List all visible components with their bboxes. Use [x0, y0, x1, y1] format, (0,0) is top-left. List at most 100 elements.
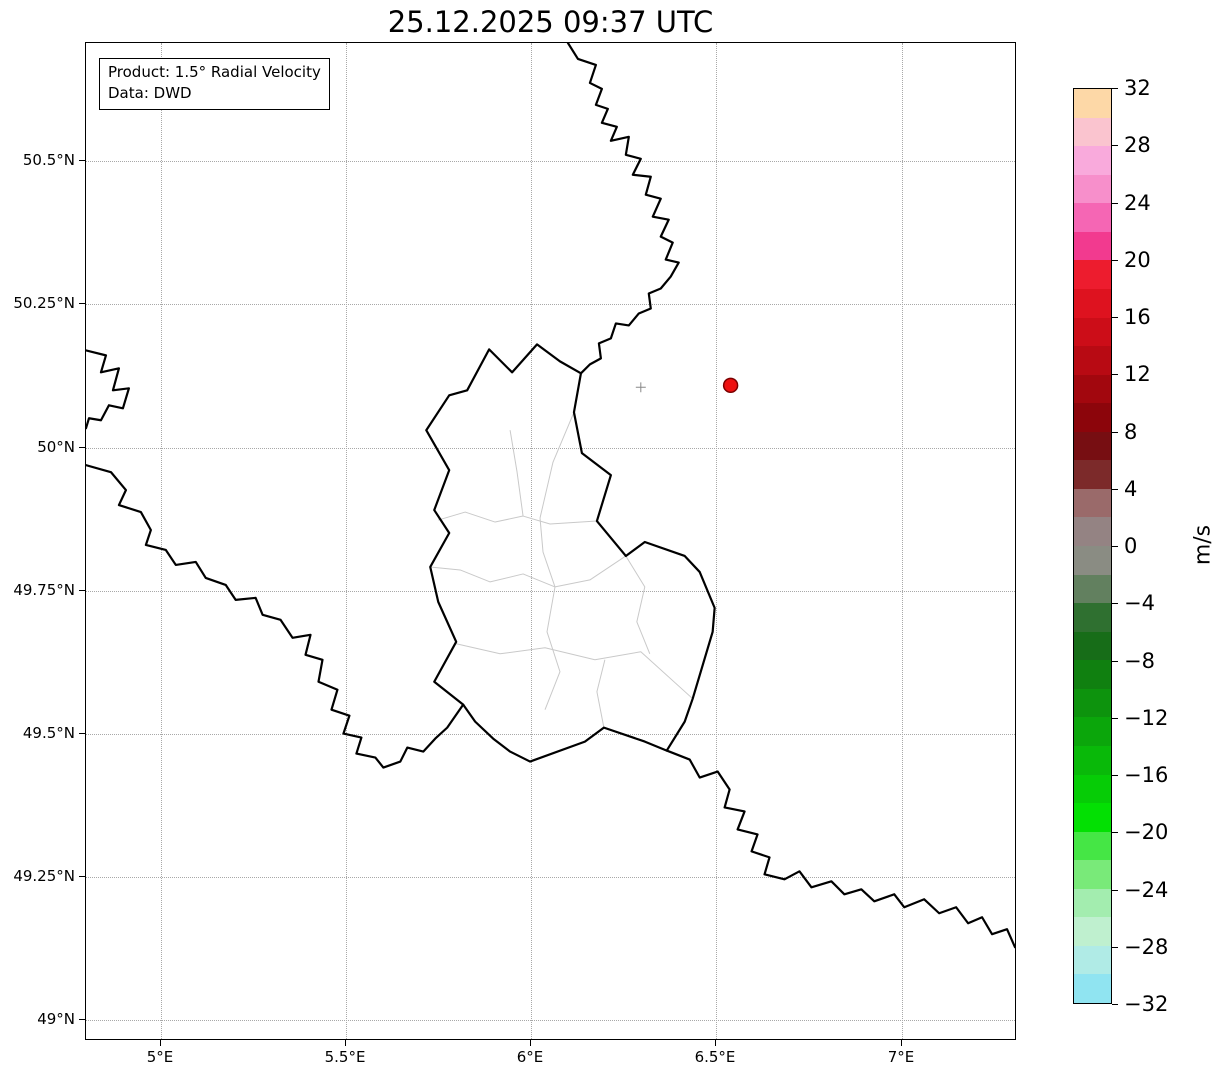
colorbar-tick-mark	[1112, 145, 1118, 147]
gridline-vertical	[531, 43, 533, 1039]
colorbar-segment	[1074, 403, 1111, 432]
y-tick-mark	[79, 590, 85, 591]
colorbar-segment	[1074, 603, 1111, 632]
site-cross-marker	[635, 382, 646, 393]
national-borders	[86, 43, 1015, 949]
colorbar-segment	[1074, 831, 1111, 861]
colorbar-tick-label: −8	[1124, 648, 1155, 673]
border-belgium-france	[86, 464, 465, 769]
colorbar-segment	[1074, 888, 1111, 918]
y-tick-label: 49°N	[37, 1010, 75, 1029]
annotation-source-line: Data: DWD	[108, 84, 192, 102]
colorbar-tick-mark	[1112, 603, 1118, 605]
gridline-horizontal	[86, 1020, 1015, 1022]
colorbar-segment	[1074, 260, 1111, 289]
colorbar-tick-mark	[1112, 660, 1118, 662]
x-tick-label: 7°E	[887, 1048, 915, 1066]
x-tick-mark	[901, 1040, 903, 1046]
y-tick-label: 49.25°N	[13, 867, 75, 886]
colorbar-segment	[1074, 460, 1111, 489]
colorbar-tick-label: −32	[1124, 992, 1169, 1016]
y-tick-label: 50.25°N	[13, 294, 75, 313]
colorbar-tick-mark	[1112, 317, 1118, 318]
colorbar-tick-mark	[1112, 717, 1118, 719]
colorbar-tick-label: 20	[1124, 247, 1151, 272]
gridline-horizontal	[86, 304, 1015, 306]
x-tick-mark	[345, 1040, 347, 1046]
colorbar-segment	[1074, 574, 1111, 604]
gridline-horizontal	[86, 591, 1015, 592]
gridlines	[86, 43, 1015, 1039]
y-axis-ticks: 50.5°N 50.25°N 50°N 49.75°N 49.5°N 49.25°N 49°…	[0, 42, 85, 1040]
colorbar-tick-label: 28	[1124, 133, 1151, 158]
colorbar-segment	[1074, 374, 1111, 404]
colorbar-tick-label: −4	[1124, 591, 1155, 616]
colorbar-segment	[1074, 431, 1111, 461]
map-plot-area: Product: 1.5° Radial Velocity Data: DWD	[85, 42, 1016, 1040]
colorbar-tick-label: 4	[1124, 476, 1138, 501]
y-tick-label: 50.5°N	[22, 150, 75, 169]
y-tick-mark	[79, 876, 85, 878]
colorbar-segment	[1074, 317, 1111, 347]
colorbar-tick-mark	[1112, 88, 1118, 89]
border-luxembourg	[425, 343, 716, 763]
y-tick-mark	[79, 446, 85, 448]
y-tick-mark	[79, 1019, 85, 1021]
colorbar-tick-label: 16	[1124, 305, 1151, 329]
colorbar-segment	[1074, 346, 1111, 375]
colorbar-tick-mark	[1112, 546, 1118, 547]
colorbar-segment	[1074, 803, 1111, 832]
annotation-product-line: Product: 1.5° Radial Velocity	[108, 63, 321, 81]
colorbar-tick-mark	[1112, 431, 1118, 433]
y-tick-mark	[79, 159, 85, 161]
colorbar-tick-label: 0	[1124, 534, 1138, 558]
x-tick-label: 6°E	[516, 1048, 544, 1066]
gridline-vertical	[346, 43, 348, 1039]
product-annotation-box: Product: 1.5° Radial Velocity Data: DWD	[99, 58, 330, 110]
colorbar-segment	[1074, 717, 1111, 746]
radar-location-marker	[722, 377, 739, 394]
border-germany-belgium	[566, 43, 680, 375]
gridline-horizontal	[86, 447, 1015, 449]
border-france-germany	[665, 749, 1015, 949]
colorbar-segment	[1074, 231, 1111, 261]
colorbar-segment	[1074, 631, 1111, 661]
colorbar-segment	[1074, 974, 1111, 1003]
gridline-vertical	[902, 43, 904, 1039]
colorbar-segment	[1074, 117, 1111, 147]
colorbar-tick-label: −16	[1124, 763, 1169, 787]
colorbar-segment	[1074, 517, 1111, 546]
x-tick-mark	[530, 1040, 532, 1046]
colorbar-segment	[1074, 89, 1111, 118]
colorbar-tick-mark	[1112, 832, 1118, 834]
x-axis-ticks: 5°E 5.5°E 6°E 6.5°E 7°E	[85, 1040, 1016, 1074]
colorbar	[1073, 88, 1112, 1004]
x-tick-label: 5.5°E	[324, 1048, 366, 1066]
x-tick-label: 6.5°E	[694, 1048, 736, 1066]
colorbar-segment	[1074, 745, 1111, 775]
colorbar-tick-mark	[1112, 202, 1118, 204]
colorbar-segment	[1074, 945, 1111, 975]
y-tick-mark	[79, 303, 85, 305]
y-tick-label: 49.5°N	[22, 724, 75, 742]
colorbar-segment	[1074, 660, 1111, 689]
map-borders	[86, 43, 1015, 949]
colorbar-segment	[1074, 860, 1111, 889]
colorbar-segment	[1074, 546, 1111, 575]
colorbar-tick-mark	[1112, 488, 1118, 490]
colorbar-tick-mark	[1112, 775, 1118, 776]
colorbar-tick-mark	[1112, 889, 1118, 891]
colorbar-tick-label: −24	[1124, 877, 1169, 902]
x-tick-mark	[715, 1040, 716, 1046]
y-tick-label: 49.75°N	[13, 581, 75, 599]
gridline-horizontal	[86, 734, 1015, 735]
colorbar-segment	[1074, 288, 1111, 318]
figure-title: 25.12.2025 09:37 UTC	[387, 5, 714, 39]
colorbar-tick-label: 12	[1124, 362, 1151, 387]
colorbar-segment	[1074, 488, 1111, 518]
colorbar-unit-label: m/s	[1190, 524, 1216, 566]
colorbar-tick-mark	[1112, 259, 1118, 261]
colorbar-segment	[1074, 203, 1111, 232]
colorbar-tick-label: −20	[1124, 820, 1169, 845]
